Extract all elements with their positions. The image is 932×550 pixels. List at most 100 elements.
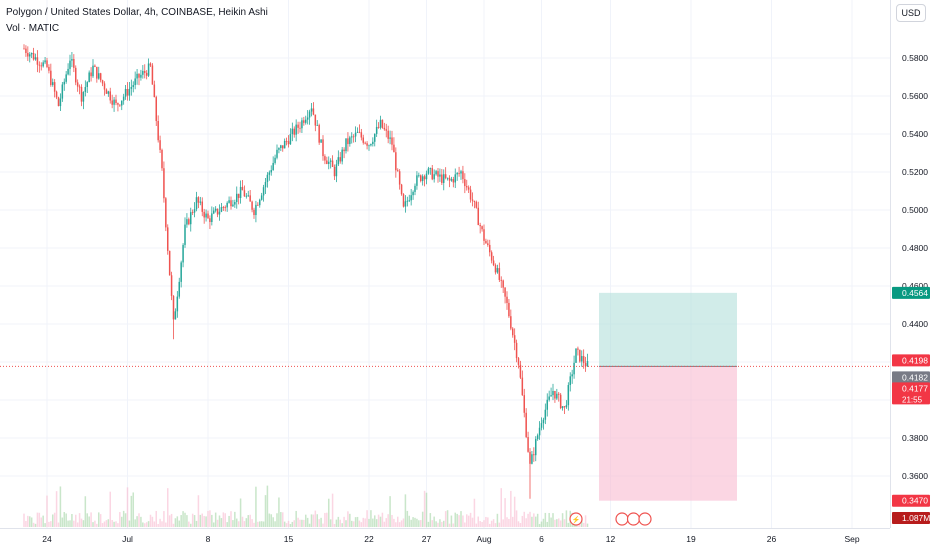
candle-body[interactable]	[395, 152, 397, 171]
candle-body[interactable]	[113, 99, 115, 105]
candle-body[interactable]	[379, 119, 382, 128]
candle-body[interactable]	[76, 82, 79, 87]
candle-body[interactable]	[50, 70, 52, 85]
loss-zone[interactable]	[599, 366, 737, 501]
candle-body[interactable]	[264, 181, 267, 188]
candle-body[interactable]	[557, 393, 560, 395]
candle-body[interactable]	[32, 53, 35, 60]
candle-body[interactable]	[565, 405, 568, 408]
candle-body[interactable]	[582, 356, 585, 364]
candle-body[interactable]	[314, 114, 317, 126]
currency-button[interactable]: USD	[896, 4, 926, 22]
candle-body[interactable]	[580, 356, 583, 362]
candle-body[interactable]	[575, 348, 577, 363]
candle-body[interactable]	[485, 240, 487, 244]
candle-body[interactable]	[212, 210, 215, 214]
candle-body[interactable]	[38, 64, 41, 66]
candle-body[interactable]	[563, 406, 566, 408]
candle-body[interactable]	[488, 244, 491, 253]
candle-body[interactable]	[322, 139, 324, 157]
candle-body[interactable]	[525, 412, 527, 438]
candle-body[interactable]	[561, 406, 564, 409]
candle-body[interactable]	[462, 171, 464, 180]
candle-body[interactable]	[276, 149, 278, 158]
candle-body[interactable]	[101, 80, 104, 84]
candle-body[interactable]	[320, 139, 322, 143]
stop-price-badge[interactable]	[892, 494, 930, 507]
candle-body[interactable]	[559, 394, 562, 409]
candle-body[interactable]	[517, 358, 520, 365]
candle-body[interactable]	[287, 141, 290, 145]
candle-body[interactable]	[389, 137, 391, 139]
candle-body[interactable]	[318, 125, 320, 143]
candle-body[interactable]	[291, 128, 294, 135]
candle-body[interactable]	[444, 174, 447, 178]
candle-body[interactable]	[490, 252, 493, 261]
candle-body[interactable]	[80, 86, 83, 102]
candle-body[interactable]	[69, 60, 71, 69]
candle-body[interactable]	[51, 82, 54, 85]
mid-price-badge[interactable]	[892, 371, 930, 384]
candle-body[interactable]	[136, 73, 138, 79]
candle-body[interactable]	[345, 138, 347, 152]
candle-body[interactable]	[27, 53, 29, 57]
candle-body[interactable]	[257, 204, 259, 206]
candle-body[interactable]	[573, 362, 575, 375]
candle-body[interactable]	[542, 419, 545, 424]
candle-body[interactable]	[178, 281, 181, 297]
candle-body[interactable]	[487, 243, 489, 245]
candle-body[interactable]	[373, 133, 376, 142]
candle-body[interactable]	[356, 131, 359, 133]
candle-body[interactable]	[498, 268, 501, 280]
candle-body[interactable]	[44, 60, 46, 63]
candle-body[interactable]	[381, 119, 384, 128]
candle-body[interactable]	[301, 120, 303, 129]
candle-body[interactable]	[268, 172, 271, 175]
candle-body[interactable]	[182, 244, 184, 263]
candle-body[interactable]	[343, 149, 345, 152]
candle-body[interactable]	[99, 73, 102, 81]
candle-body[interactable]	[464, 179, 466, 187]
candle-body[interactable]	[366, 143, 368, 146]
candle-body[interactable]	[36, 57, 39, 65]
economic-event-icon[interactable]	[638, 512, 652, 526]
candle-body[interactable]	[556, 393, 558, 399]
candle-body[interactable]	[552, 390, 554, 396]
candle-body[interactable]	[174, 311, 177, 320]
candle-body[interactable]	[527, 437, 529, 452]
candle-body[interactable]	[347, 138, 349, 145]
candle-body[interactable]	[84, 86, 87, 92]
candle-body[interactable]	[281, 145, 284, 149]
candle-body[interactable]	[393, 144, 395, 153]
economic-event-icon[interactable]	[615, 512, 629, 526]
candle-body[interactable]	[145, 72, 148, 76]
candle-body[interactable]	[218, 211, 221, 215]
candle-body[interactable]	[88, 72, 90, 83]
candle-body[interactable]	[165, 198, 167, 228]
candle-body[interactable]	[471, 199, 474, 201]
candle-body[interactable]	[460, 171, 462, 174]
candle-body[interactable]	[97, 73, 100, 79]
candle-body[interactable]	[168, 250, 171, 276]
candle-body[interactable]	[147, 63, 150, 76]
candle-body[interactable]	[377, 126, 380, 128]
candle-body[interactable]	[567, 385, 570, 406]
symbol-title[interactable]: Polygon / United States Dollar, 4h, COIN…	[6, 7, 268, 18]
candle-body[interactable]	[571, 374, 573, 377]
candle-body[interactable]	[419, 175, 422, 182]
candle-body[interactable]	[128, 88, 131, 96]
candle-body[interactable]	[197, 197, 200, 203]
candle-body[interactable]	[396, 170, 399, 172]
candle-body[interactable]	[270, 170, 273, 173]
candle-body[interactable]	[65, 74, 67, 82]
candle-body[interactable]	[117, 103, 119, 105]
candle-body[interactable]	[442, 174, 445, 183]
candle-body[interactable]	[370, 144, 372, 146]
candle-body[interactable]	[253, 209, 255, 216]
candle-body[interactable]	[331, 160, 334, 167]
candle-body[interactable]	[180, 262, 182, 282]
candle-body[interactable]	[140, 74, 142, 78]
candle-body[interactable]	[310, 108, 313, 112]
candle-body[interactable]	[251, 201, 253, 210]
